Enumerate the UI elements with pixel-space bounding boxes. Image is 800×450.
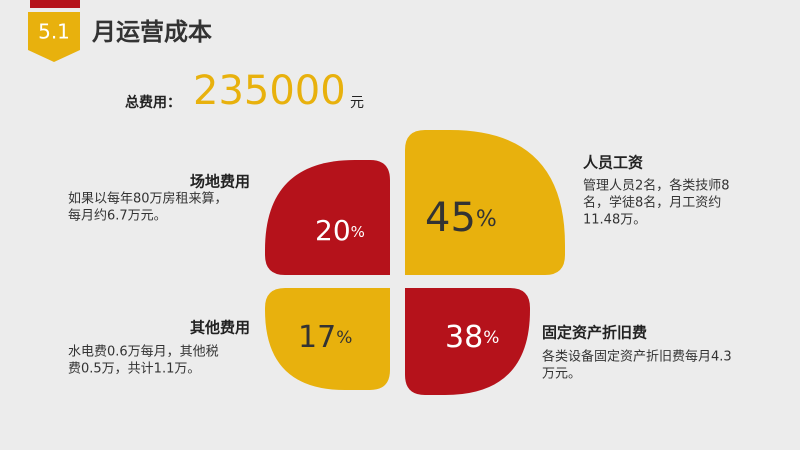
section-badge xyxy=(28,12,80,62)
item-description: 11.48万。 xyxy=(583,213,646,228)
item-title: 场地费用 xyxy=(190,173,250,191)
total-label: 总费用： xyxy=(125,94,181,111)
petal xyxy=(265,160,390,275)
percent-unit: % xyxy=(483,328,499,348)
item-title: 其他费用 xyxy=(190,319,250,337)
item-description: 费0.5万，共计1.1万。 xyxy=(68,362,200,377)
item-description: 各类设备固定资产折旧费每月4.3 xyxy=(542,349,732,365)
percent: 45% xyxy=(425,195,497,241)
percent-unit: % xyxy=(351,223,365,241)
percent-value: 17 xyxy=(298,320,336,355)
percent-value: 45 xyxy=(425,195,476,241)
petal xyxy=(405,130,565,275)
petal xyxy=(265,288,390,390)
item-description: 如果以每年80万房租来算， xyxy=(68,191,228,207)
item-description: 管理人员2名，各类技师8 xyxy=(583,178,730,194)
percent-value: 38 xyxy=(445,320,483,355)
percent-unit: % xyxy=(476,207,497,232)
item-title: 人员工资 xyxy=(583,154,643,172)
petal xyxy=(405,288,530,395)
item-description: 名，学徒8名，月工资约 xyxy=(583,195,721,211)
percent-unit: % xyxy=(336,328,352,348)
percent: 38% xyxy=(445,320,499,355)
percent: 20% xyxy=(315,214,365,247)
item-title: 固定资产折旧费 xyxy=(542,324,647,342)
item-description: 每月约6.7万元。 xyxy=(68,208,167,224)
total-unit: 元 xyxy=(350,95,364,111)
slide-title: 月运营成本 xyxy=(91,18,212,46)
percent-value: 20 xyxy=(315,214,351,247)
item-description: 万元。 xyxy=(542,367,581,382)
top-bar xyxy=(30,0,80,8)
percent: 17% xyxy=(298,320,352,355)
section-number: 5.1 xyxy=(38,20,70,44)
total-amount: 235000 xyxy=(193,68,346,114)
item-description: 水电费0.6万每月，其他税 xyxy=(68,344,219,360)
